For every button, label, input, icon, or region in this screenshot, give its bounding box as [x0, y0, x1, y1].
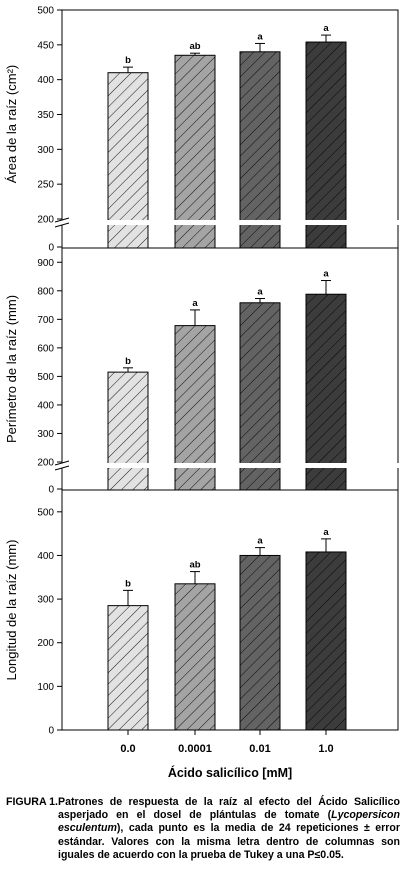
panel-frame [61, 489, 399, 731]
y-tick-label: 450 [37, 40, 54, 51]
bar-0.0001 [174, 325, 216, 491]
caption-label: FIGURA 1. [6, 796, 58, 808]
y-tick-label: 0 [48, 243, 54, 254]
y-tick-label: 0 [48, 726, 54, 737]
x-tick-label-4: 1.0 [318, 743, 333, 755]
y-tick-label: 250 [37, 180, 54, 191]
significance-letter: a [257, 536, 263, 547]
y-tick-label: 500 [37, 6, 54, 17]
figure-caption: FIGURA 1. Patrones de respuesta de la ra… [6, 796, 400, 861]
y-tick-label: 0 [48, 485, 54, 496]
y-tick-label: 200 [37, 215, 54, 226]
chart-panel-3: 0 100 200 300 400 500 b ab a a Longitud de la raíz… [4, 489, 399, 737]
y-tick-label: 200 [37, 458, 54, 469]
y-tick-label: 500 [37, 372, 54, 383]
bar-0.0 [107, 72, 149, 249]
y-axis-label: Área de la raíz (cm²) [4, 65, 19, 183]
y-tick-label: 300 [37, 429, 54, 440]
bar-0.0 [107, 605, 149, 731]
axis-break-mark [54, 460, 70, 471]
chart-panel-1: 200 250 300 350 400 450 500 0 b ab a a Área de la ra… [4, 6, 404, 254]
y-tick-label: 700 [37, 315, 54, 326]
bar-0.01 [239, 302, 281, 491]
significance-letter: a [192, 298, 198, 309]
bar-0.01 [239, 51, 281, 249]
y-tick-label: 300 [37, 595, 54, 606]
significance-letter: b [125, 578, 131, 589]
y-tick-label: 300 [37, 145, 54, 156]
significance-letter: ab [189, 41, 200, 52]
y-tick-label: 600 [37, 343, 54, 354]
significance-letter: ab [189, 560, 200, 571]
y-tick-label: 100 [37, 682, 54, 693]
significance-letter: b [125, 55, 131, 66]
bar-1.0 [305, 41, 347, 249]
bar-1.0 [305, 551, 347, 731]
significance-letter: a [323, 269, 329, 280]
chart-panel-2: 200 300 400 500 600 700 800 900 0 b a a a Perímetro d… [4, 247, 404, 496]
significance-letter: a [323, 23, 329, 34]
caption-text-before: Patrones de respuesta de la raíz al efec… [58, 796, 400, 822]
x-axis-label: Ácido salicílico [mM] [168, 765, 292, 780]
axis-break-mark [54, 217, 70, 228]
caption-text-after: ), cada punto es la media de 24 repetici… [58, 822, 400, 861]
caption-species: Lycopersicon esculentum [58, 809, 400, 835]
bar-0.01 [239, 554, 281, 731]
significance-letter: a [257, 31, 263, 42]
bar-0.0001 [174, 54, 216, 249]
x-tick-label-3: 0.01 [249, 743, 270, 755]
y-tick-label: 400 [37, 400, 54, 411]
x-tick-label-2: 0.0001 [178, 743, 212, 755]
y-tick-label: 400 [37, 75, 54, 86]
bar-0.0 [107, 371, 149, 491]
x-tick-label-1: 0.0 [120, 743, 135, 755]
y-axis-label: Perímetro de la raíz (mm) [4, 295, 19, 443]
y-axis-label: Longitud de la raíz (mm) [4, 540, 19, 681]
y-tick-label: 350 [37, 110, 54, 121]
y-tick-label: 900 [37, 258, 54, 269]
bar-1.0 [305, 293, 347, 491]
significance-letter: a [257, 287, 263, 298]
y-tick-label: 800 [37, 286, 54, 297]
y-tick-label: 200 [37, 638, 54, 649]
axis-break-gap [54, 463, 404, 468]
y-tick-label: 500 [37, 507, 54, 518]
significance-letter: b [125, 356, 131, 367]
axis-break-gap [54, 220, 404, 225]
caption-body: Patrones de respuesta de la raíz al efec… [58, 796, 400, 862]
bar-0.0001 [174, 583, 216, 731]
significance-letter: a [323, 527, 329, 538]
y-tick-label: 400 [37, 551, 54, 562]
